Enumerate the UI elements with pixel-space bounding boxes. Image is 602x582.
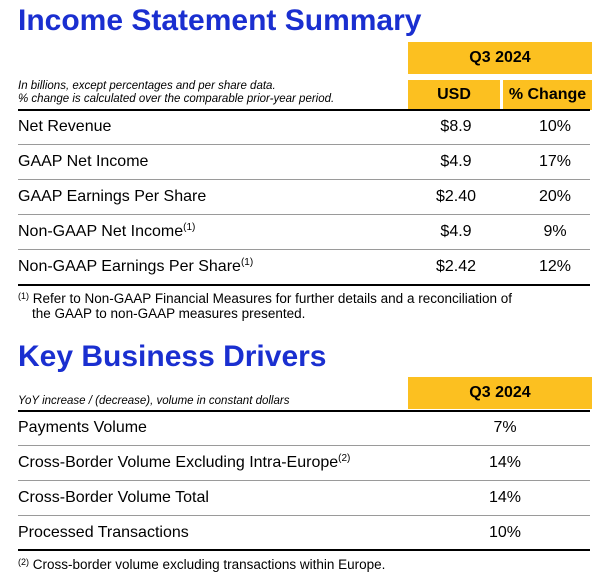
row-change: 10% [538, 118, 572, 135]
row-usd: $2.42 [435, 258, 477, 275]
row-label: Payments Volume [18, 419, 147, 436]
row-label: Processed Transactions [18, 524, 189, 541]
row-value: 14% [488, 489, 522, 506]
row-value: 10% [488, 524, 522, 541]
table-row: Cross-Border Volume Total 14% [18, 481, 590, 515]
row-label: Cross-Border Volume Total [18, 489, 209, 506]
row-divider [18, 214, 590, 215]
row-label: Non-GAAP Net Income(1) [18, 222, 196, 241]
row-divider [18, 445, 590, 446]
table-row: Cross-Border Volume Excluding Intra-Euro… [18, 446, 590, 480]
income-header-rule [18, 109, 590, 111]
row-label: Non-GAAP Earnings Per Share(1) [18, 257, 254, 276]
drivers-table-bottom-rule [18, 549, 590, 551]
usd-column-header: USD [437, 86, 471, 103]
table-row: Payments Volume 7% [18, 411, 590, 445]
row-divider [18, 144, 590, 145]
key-business-drivers-title: Key Business Drivers [18, 340, 327, 373]
table-row: Processed Transactions 10% [18, 516, 590, 550]
table-row: GAAP Net Income $4.9 17% [18, 145, 590, 179]
table-row: GAAP Earnings Per Share $2.40 20% [18, 180, 590, 214]
table-row: Non-GAAP Net Income(1) $4.9 9% [18, 215, 590, 249]
row-label: GAAP Earnings Per Share [18, 188, 207, 205]
row-label: GAAP Net Income [18, 153, 149, 170]
row-divider [18, 249, 590, 250]
row-label: Cross-Border Volume Excluding Intra-Euro… [18, 453, 351, 472]
row-divider [18, 179, 590, 180]
income-statement-title: Income Statement Summary [18, 4, 422, 37]
row-usd: $4.9 [440, 153, 472, 170]
row-value: 14% [488, 454, 522, 471]
row-value: 7% [493, 419, 517, 436]
table-row: Net Revenue $8.9 10% [18, 110, 590, 144]
period-header-bg [408, 42, 592, 74]
row-change: 17% [538, 153, 572, 170]
row-divider [18, 480, 590, 481]
income-footnote: (1) Refer to Non-GAAP Financial Measures… [18, 291, 513, 321]
drivers-period-header: Q3 2024 [469, 384, 531, 401]
row-change: 20% [538, 188, 572, 205]
income-period-header: Q3 2024 [469, 49, 531, 66]
usd-header-bg [408, 80, 500, 110]
drivers-footnote: (2) Cross-border volume excluding transa… [18, 557, 386, 572]
income-table-bottom-rule [18, 284, 590, 286]
drivers-note: YoY increase / (decrease), volume in con… [18, 395, 290, 407]
row-usd: $8.9 [440, 118, 472, 135]
drivers-period-header-bg [408, 377, 592, 409]
income-note-line2: % change is calculated over the comparab… [18, 93, 335, 105]
change-header-bg [503, 80, 592, 110]
row-change: 12% [538, 258, 572, 275]
income-note-line1: In billions, except percentages and per … [18, 80, 276, 92]
row-divider [18, 515, 590, 516]
change-column-header: % Change [508, 86, 587, 103]
row-usd: $4.9 [440, 223, 472, 240]
drivers-header-rule [18, 410, 590, 412]
row-label: Net Revenue [18, 118, 112, 135]
table-row: Non-GAAP Earnings Per Share(1) $2.42 12% [18, 250, 590, 284]
row-usd: $2.40 [435, 188, 477, 205]
row-change: 9% [543, 223, 567, 240]
